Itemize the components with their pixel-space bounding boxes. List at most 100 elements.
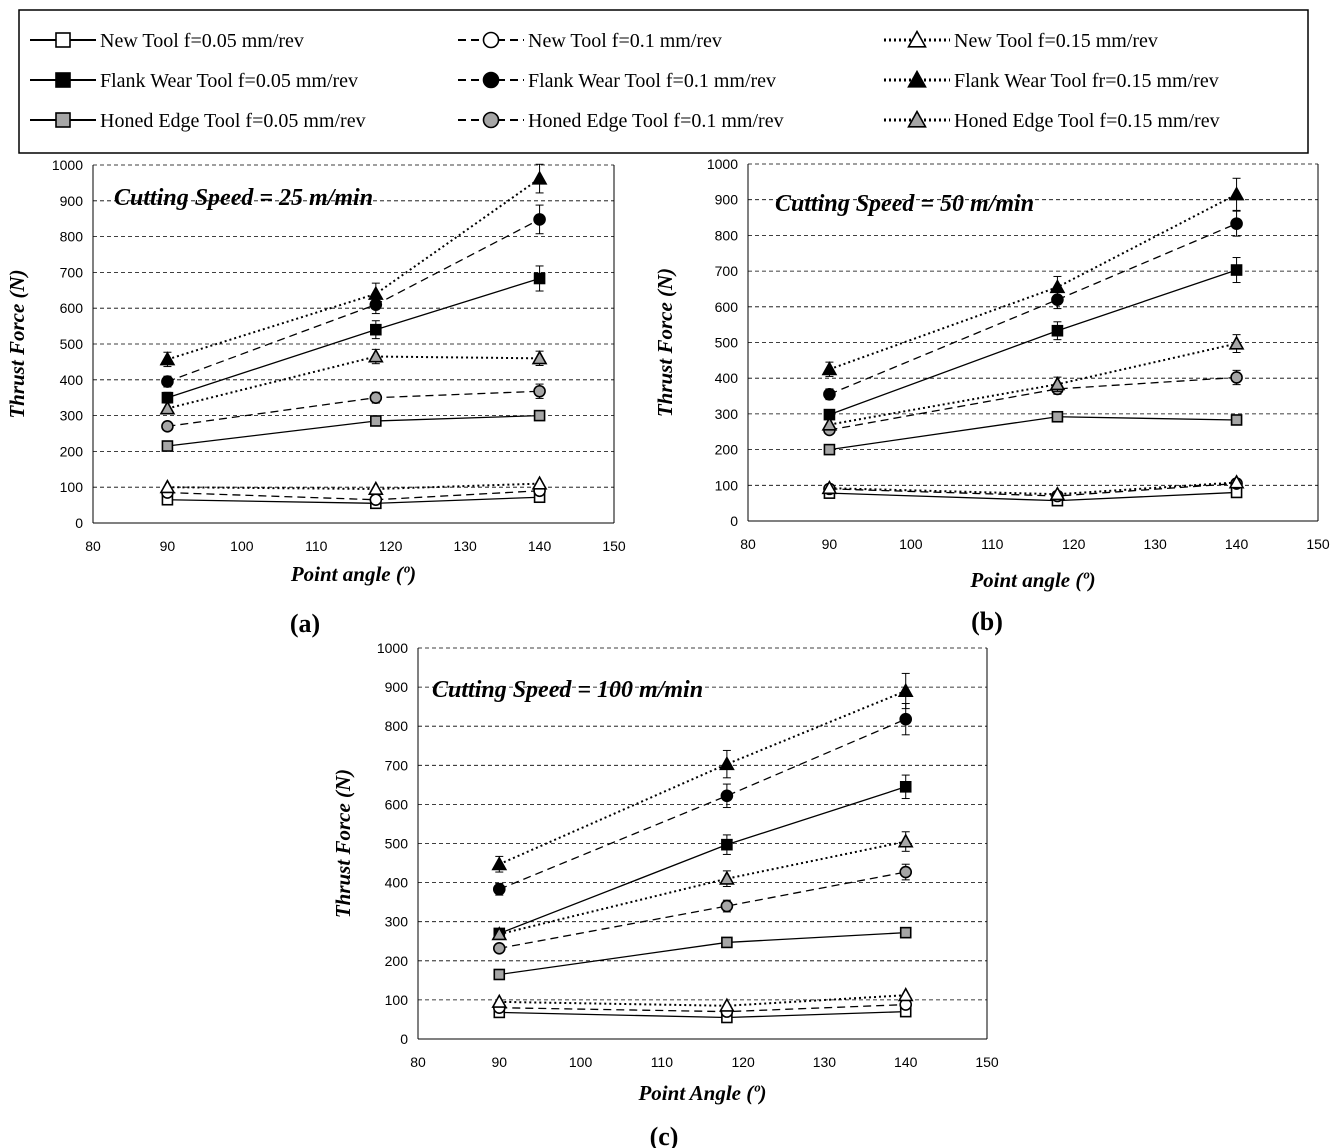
series-8 — [821, 334, 1245, 431]
x-tick-label: 110 — [305, 538, 328, 554]
chart-cutting-speed-25: 0 100 200 300 400 500 600 700 800 900 1000 80 90 100 1… — [5, 157, 626, 638]
y-tick-label: 500 — [385, 836, 409, 852]
series-3 — [823, 257, 1243, 421]
x-tick-label: 80 — [410, 1054, 426, 1070]
y-tick-label: 400 — [385, 875, 409, 891]
legend-label-2: New Tool f=0.15 mm/rev — [954, 30, 1158, 52]
y-tick-label: 100 — [385, 992, 409, 1008]
series-6 — [493, 926, 912, 981]
data-point — [367, 480, 384, 495]
panel-label: (a) — [290, 609, 320, 638]
y-tick-label: 0 — [730, 513, 738, 529]
series-3 — [161, 265, 546, 404]
series-4 — [823, 210, 1243, 401]
data-point — [1051, 410, 1064, 423]
y-tick-label: 300 — [385, 914, 409, 930]
series-line — [167, 490, 540, 501]
x-tick-label: 140 — [1225, 536, 1249, 552]
data-point — [823, 387, 836, 401]
data-point — [533, 384, 546, 398]
data-point — [720, 789, 734, 803]
legend-marker-8 — [907, 109, 927, 128]
series-line — [829, 342, 1237, 426]
legend-label-5: Flank Wear Tool fr=0.15 mm/rev — [954, 70, 1219, 92]
x-tick-label: 90 — [822, 536, 838, 552]
cutting-speed-annotation: Cutting Speed = 100 m/min — [432, 677, 703, 703]
y-tick-label: 800 — [715, 227, 739, 243]
data-point — [159, 400, 176, 415]
y-tick-label: 300 — [715, 406, 739, 422]
data-point — [533, 409, 546, 422]
data-point — [161, 440, 174, 452]
data-point — [369, 391, 383, 405]
data-point — [899, 712, 913, 726]
x-axis-title: Point Angle (º) — [637, 1081, 766, 1105]
y-tick-label: 1000 — [707, 156, 738, 172]
data-point — [369, 493, 383, 507]
series-2 — [821, 474, 1245, 501]
data-point — [1230, 264, 1243, 276]
data-point — [719, 997, 735, 1012]
data-point — [491, 926, 508, 941]
data-point — [531, 170, 548, 185]
data-point — [1228, 335, 1245, 350]
x-tick-label: 100 — [230, 538, 254, 554]
y-tick-label: 600 — [60, 300, 84, 316]
y-axis-title: Thrust Force (N) — [653, 268, 677, 417]
legend-label-7: Honed Edge Tool f=0.1 mm/rev — [528, 110, 784, 132]
x-tick-label: 130 — [1143, 536, 1167, 552]
series-4 — [492, 703, 913, 896]
y-tick-label: 900 — [385, 679, 409, 695]
series-5 — [821, 177, 1245, 377]
data-point — [897, 682, 914, 698]
series-line — [829, 481, 1237, 496]
data-point — [159, 479, 176, 494]
series-line — [167, 414, 540, 447]
x-tick-label: 150 — [975, 1054, 999, 1070]
data-point — [1230, 217, 1243, 230]
data-point — [367, 285, 384, 300]
x-tick-label: 80 — [85, 538, 101, 554]
data-point — [161, 420, 174, 433]
legend-marker-0 — [55, 32, 71, 48]
series-line — [499, 931, 906, 976]
y-tick-label: 800 — [385, 718, 409, 734]
legend-box — [18, 9, 1309, 154]
x-tick-label: 120 — [731, 1054, 755, 1070]
y-tick-label: 1000 — [52, 157, 83, 173]
data-point — [492, 882, 506, 896]
series-line — [167, 355, 540, 410]
data-point — [159, 351, 176, 366]
data-point — [899, 926, 912, 939]
data-point — [821, 361, 838, 376]
series-line — [499, 718, 906, 890]
data-point — [821, 416, 838, 431]
data-point — [721, 838, 733, 851]
data-point — [821, 480, 838, 495]
legend-label-3: Flank Wear Tool f=0.05 mm/rev — [100, 70, 358, 92]
y-tick-label: 700 — [715, 263, 739, 279]
data-point — [161, 375, 174, 388]
data-point — [899, 865, 913, 879]
x-tick-label: 150 — [602, 538, 626, 554]
data-point — [1230, 414, 1243, 426]
y-axis-title: Thrust Force (N) — [331, 769, 355, 918]
cutting-speed-annotation: Cutting Speed = 50 m/min — [775, 191, 1034, 217]
data-point — [720, 899, 734, 913]
y-tick-label: 900 — [715, 192, 739, 208]
data-point — [531, 350, 548, 365]
x-tick-label: 130 — [813, 1054, 837, 1070]
data-point — [721, 936, 733, 949]
series-line — [829, 376, 1237, 431]
legend-label-4: Flank Wear Tool f=0.1 mm/rev — [528, 70, 776, 92]
y-tick-label: 200 — [715, 442, 739, 458]
data-point — [899, 781, 912, 793]
y-tick-label: 700 — [60, 264, 84, 280]
y-tick-label: 0 — [75, 515, 83, 531]
legend: New Tool f=0.05 mm/rev New Tool f=0.1 mm/… — [18, 9, 1309, 154]
series-line — [829, 223, 1237, 395]
series-7 — [823, 369, 1243, 437]
x-axis-title: Point angle (º) — [290, 562, 416, 586]
data-point — [719, 755, 735, 771]
